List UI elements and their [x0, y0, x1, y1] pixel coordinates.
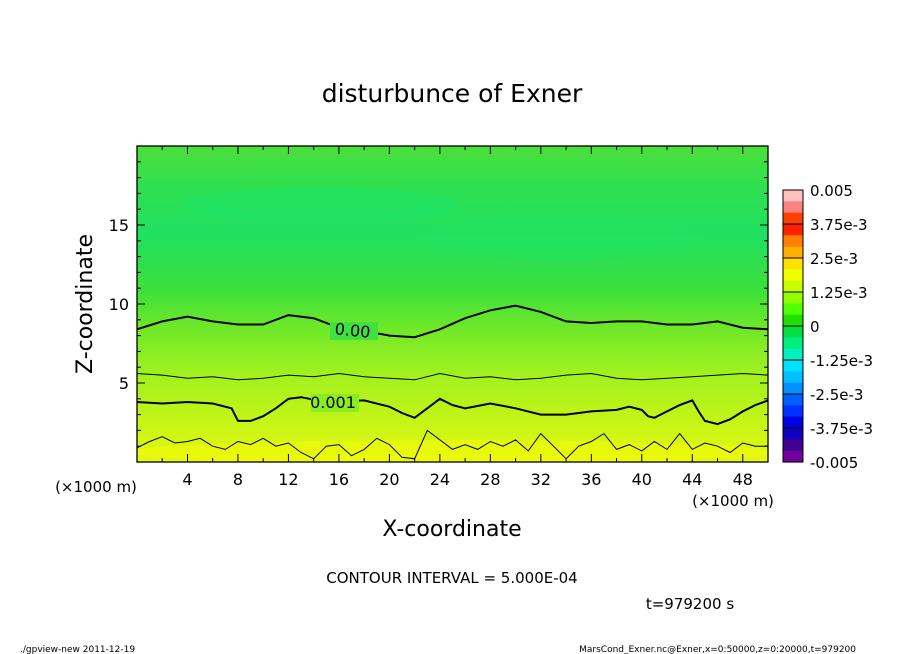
x-tick-label: 44	[682, 470, 702, 489]
x-tick-label: 16	[329, 470, 349, 489]
colorbar-swatch	[783, 314, 803, 327]
x-tick-label: 12	[278, 470, 298, 489]
colorbar-swatch	[783, 280, 803, 293]
x-axis-label: X-coordinate	[382, 517, 521, 542]
x-unit-right: (×1000 m)	[692, 492, 774, 510]
colorbar-swatch	[783, 439, 803, 452]
colorbar-swatch	[783, 190, 803, 202]
colorbar-label: -0.005	[810, 454, 858, 472]
field-blob-upper	[180, 187, 460, 223]
x-unit-left: (×1000 m)	[55, 478, 137, 496]
colorbar-swatch	[783, 348, 803, 361]
plot-area: 0.00 0.001	[137, 146, 768, 462]
y-tick-label: 5	[119, 374, 129, 393]
colorbar-label: -1.25e-3	[810, 352, 873, 370]
colorbar-swatch	[783, 360, 803, 372]
colorbar-swatch	[783, 201, 803, 214]
colorbar-swatch	[783, 212, 803, 225]
x-tick-label: 32	[531, 470, 551, 489]
program-credit: ./gpview-new 2011-12-19	[20, 645, 135, 654]
colorbar-swatch	[783, 235, 803, 248]
x-tick-label: 48	[733, 470, 753, 489]
contour-label-bg	[330, 322, 378, 340]
time-stamp: t=979200 s	[646, 595, 734, 613]
colorbar-label: -3.75e-3	[810, 420, 873, 438]
x-tick-label: 24	[430, 470, 450, 489]
contour-label: 0.001	[310, 393, 356, 412]
colorbar-label: 0.005	[810, 182, 853, 200]
colorbar-label: 1.25e-3	[810, 284, 868, 302]
colorbar-swatch	[783, 258, 803, 270]
colorbar-swatch	[783, 371, 803, 384]
colorbar-swatch	[783, 405, 803, 418]
colorbar-swatch	[783, 224, 803, 236]
y-tick-label: 15	[109, 216, 129, 235]
contour-label-bg	[311, 394, 359, 412]
contour-line-3	[137, 396, 768, 426]
colorbar: 0.005 3.75e-3 2.5e-3 1.25e-3 0 -1.25e-3 -2.5e-…	[782, 182, 873, 472]
y-tick-label: 10	[109, 295, 129, 314]
colorbar-swatch	[783, 337, 803, 350]
colorbar-label: 0	[810, 318, 820, 336]
colorbar-label: 2.5e-3	[810, 250, 858, 268]
colorbar-label: -2.5e-3	[810, 386, 863, 404]
contour-line-1	[137, 304, 768, 339]
contour-line-2	[137, 372, 768, 381]
x-tick-label: 36	[581, 470, 601, 489]
contour-interval: CONTOUR INTERVAL = 5.000E-04	[326, 569, 577, 587]
contour-label: 0.00	[334, 319, 371, 342]
x-tick-label: 40	[632, 470, 652, 489]
x-tick-label: 4	[182, 470, 192, 489]
x-tick-label: 8	[233, 470, 243, 489]
colorbar-swatch	[783, 292, 803, 304]
colorbar-swatch	[783, 382, 803, 395]
colorbar-swatch	[783, 269, 803, 282]
y-axis-label: Z-coordinate	[73, 234, 98, 374]
colorbar-swatch	[783, 416, 803, 429]
field-blob-mid	[410, 220, 710, 260]
chart-title: disturbunce of Exner	[322, 79, 583, 108]
x-tick-label: 28	[480, 470, 500, 489]
contour-line-4	[137, 429, 768, 460]
data-source: MarsCond_Exner.nc@Exner,x=0:50000,z=0:20…	[579, 645, 856, 654]
colorbar-label: 3.75e-3	[810, 216, 868, 234]
x-tick-label: 20	[379, 470, 399, 489]
colorbar-swatch	[783, 246, 803, 259]
colorbar-swatch	[783, 326, 803, 338]
field-blob-bottom	[137, 440, 768, 462]
contour-lines: 0.00 0.001	[137, 304, 768, 460]
colorbar-swatch	[783, 394, 803, 406]
colorbar-swatch	[783, 428, 803, 440]
colorbar-swatch	[783, 450, 803, 463]
colorbar-swatch	[783, 303, 803, 316]
